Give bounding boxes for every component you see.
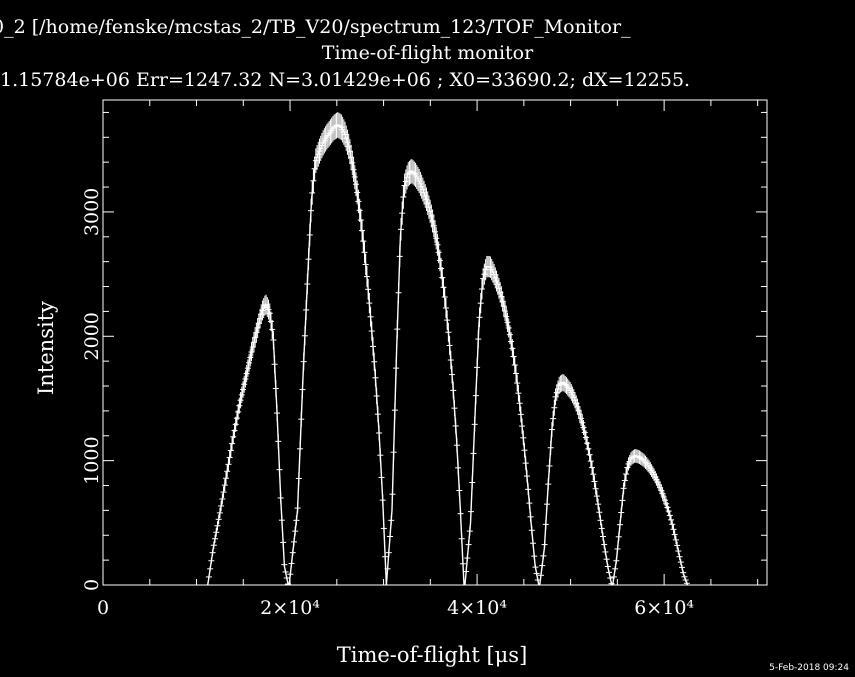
x-axis-title: Time-of-flight [μs]	[337, 643, 528, 667]
timestamp: 5-Feb-2018 09:24	[769, 663, 849, 673]
file-path-line: 0_2 [/home/fenske/mcstas_2/TB_V20/spectr…	[0, 16, 631, 38]
series-3	[383, 158, 466, 586]
x-tick-label: 6×10⁴	[634, 597, 694, 619]
series-line	[464, 265, 540, 586]
series-line	[611, 454, 689, 586]
series-4	[461, 255, 541, 586]
series-2	[286, 112, 390, 586]
x-tick-label: 0	[97, 597, 109, 619]
series-5	[536, 373, 615, 586]
y-axis-title: Intensity	[34, 301, 58, 395]
plot-title: Time-of-flight monitor	[321, 42, 534, 64]
y-tick-label: 3000	[81, 188, 103, 236]
y-tick-label: 1000	[81, 436, 103, 484]
x-tick-label: 4×10⁴	[447, 597, 507, 619]
series-line	[207, 302, 289, 586]
series-6	[609, 449, 690, 586]
x-tick-label: 2×10⁴	[260, 597, 320, 619]
y-tick-label: 0	[81, 579, 103, 591]
plot-frame	[102, 99, 768, 586]
y-tick-label: 2000	[81, 312, 103, 360]
series-1	[204, 294, 291, 586]
statistics-line: 1.15784e+06 Err=1247.32 N=3.01429e+06 ; …	[0, 69, 691, 91]
